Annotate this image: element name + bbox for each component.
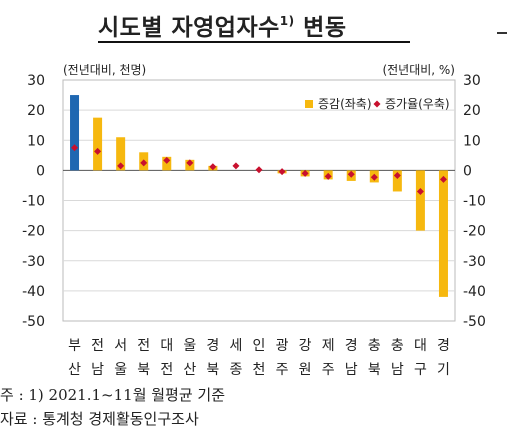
y2-tick-label: -30: [463, 254, 486, 270]
category-label: 전: [160, 362, 173, 378]
category-label: 주: [322, 362, 335, 378]
rate-marker: [370, 173, 378, 181]
category-label: 대: [414, 338, 427, 354]
y-tick-label: 10: [27, 133, 45, 149]
category-label: 충: [368, 338, 381, 354]
category-label: 남: [345, 362, 358, 378]
category-label: 북: [368, 362, 381, 378]
category-label: 전: [137, 338, 150, 354]
rate-marker: [301, 169, 309, 177]
rate-marker: [71, 144, 79, 152]
category-label: 북: [137, 362, 150, 378]
footnote: 주 : 1) 2021.1~11월 월평균 기준: [0, 386, 226, 404]
category-label: 산: [68, 362, 81, 378]
category-label: 충: [391, 338, 404, 354]
y-tick-label: -50: [22, 314, 45, 330]
category-label: 대: [160, 338, 173, 354]
legend-swatch-bar: [305, 100, 313, 108]
bar: [93, 117, 103, 171]
bar: [438, 170, 448, 297]
chart-title: 시도별 자영업자수1) 변동: [98, 8, 346, 42]
category-label: 광: [276, 338, 289, 354]
rate-marker: [324, 172, 332, 180]
category-label: 울: [183, 338, 196, 354]
rate-marker: [255, 166, 263, 174]
category-label: 서: [114, 338, 127, 354]
y-tick-label: 0: [36, 163, 45, 179]
category-label: 남: [391, 362, 404, 378]
left-axis-unit: (전년대비, 천명): [63, 62, 146, 77]
title-suffix: 변동: [303, 15, 347, 41]
category-label: 산: [183, 362, 196, 378]
y2-tick-label: 30: [463, 73, 481, 89]
y-tick-label: -40: [22, 284, 45, 300]
y2-tick-label: 20: [463, 103, 481, 119]
category-label: 울: [114, 362, 127, 378]
legend-label: 증가율(우축): [385, 97, 450, 111]
rate-marker: [393, 171, 401, 179]
category-label: 구: [414, 362, 427, 378]
category-label: 인: [253, 338, 266, 354]
category-label: 제: [322, 338, 335, 354]
category-label: 남: [91, 362, 104, 378]
source-note: 자료 : 통계청 경제활동인구조사: [0, 410, 199, 428]
rate-marker: [278, 168, 286, 176]
category-label: 경: [206, 338, 219, 354]
title-text: 시도별 자영업자수: [98, 15, 280, 41]
y-tick-label: -20: [22, 224, 45, 240]
rate-marker: [186, 159, 194, 167]
bar: [116, 137, 126, 171]
category-label: 강: [299, 338, 312, 354]
bar: [392, 170, 402, 192]
rate-marker: [94, 147, 102, 155]
rate-marker: [163, 156, 171, 164]
rate-marker: [439, 175, 447, 183]
edge-mark: [497, 32, 507, 34]
right-axis-unit: (전년대비, %): [382, 63, 455, 77]
y2-tick-label: -40: [463, 284, 486, 300]
y2-tick-label: 0: [463, 163, 472, 179]
category-label: 원: [299, 362, 312, 378]
rate-marker: [232, 162, 240, 170]
y2-tick-label: -20: [463, 224, 486, 240]
category-label: 경: [437, 338, 450, 354]
rate-marker: [347, 170, 355, 178]
rate-marker: [117, 162, 125, 170]
legend-label: 증감(좌축): [318, 97, 372, 111]
category-label: 천: [253, 362, 266, 378]
y2-tick-label: 10: [463, 133, 481, 149]
bar: [415, 170, 425, 231]
y-tick-label: -30: [22, 254, 45, 270]
category-label: 북: [206, 362, 219, 378]
category-label: 기: [437, 362, 450, 378]
rate-marker: [416, 187, 424, 195]
bar: [70, 95, 80, 171]
category-label: 경: [345, 338, 358, 354]
y2-tick-label: -50: [463, 314, 486, 330]
category-label: 부: [68, 338, 81, 354]
category-label: 전: [91, 338, 104, 354]
y-tick-label: 30: [27, 73, 45, 89]
rate-marker: [140, 159, 148, 167]
category-label: 세: [229, 338, 242, 354]
y-tick-label: -10: [22, 194, 45, 210]
category-label: 주: [276, 362, 289, 378]
y2-tick-label: -10: [463, 194, 486, 210]
y-tick-label: 20: [27, 103, 45, 119]
title-underline: [98, 41, 410, 43]
rate-marker: [209, 163, 217, 171]
title-footnote-mark: 1): [279, 14, 295, 28]
category-label: 종: [229, 362, 242, 378]
legend-swatch-marker: [373, 100, 381, 108]
